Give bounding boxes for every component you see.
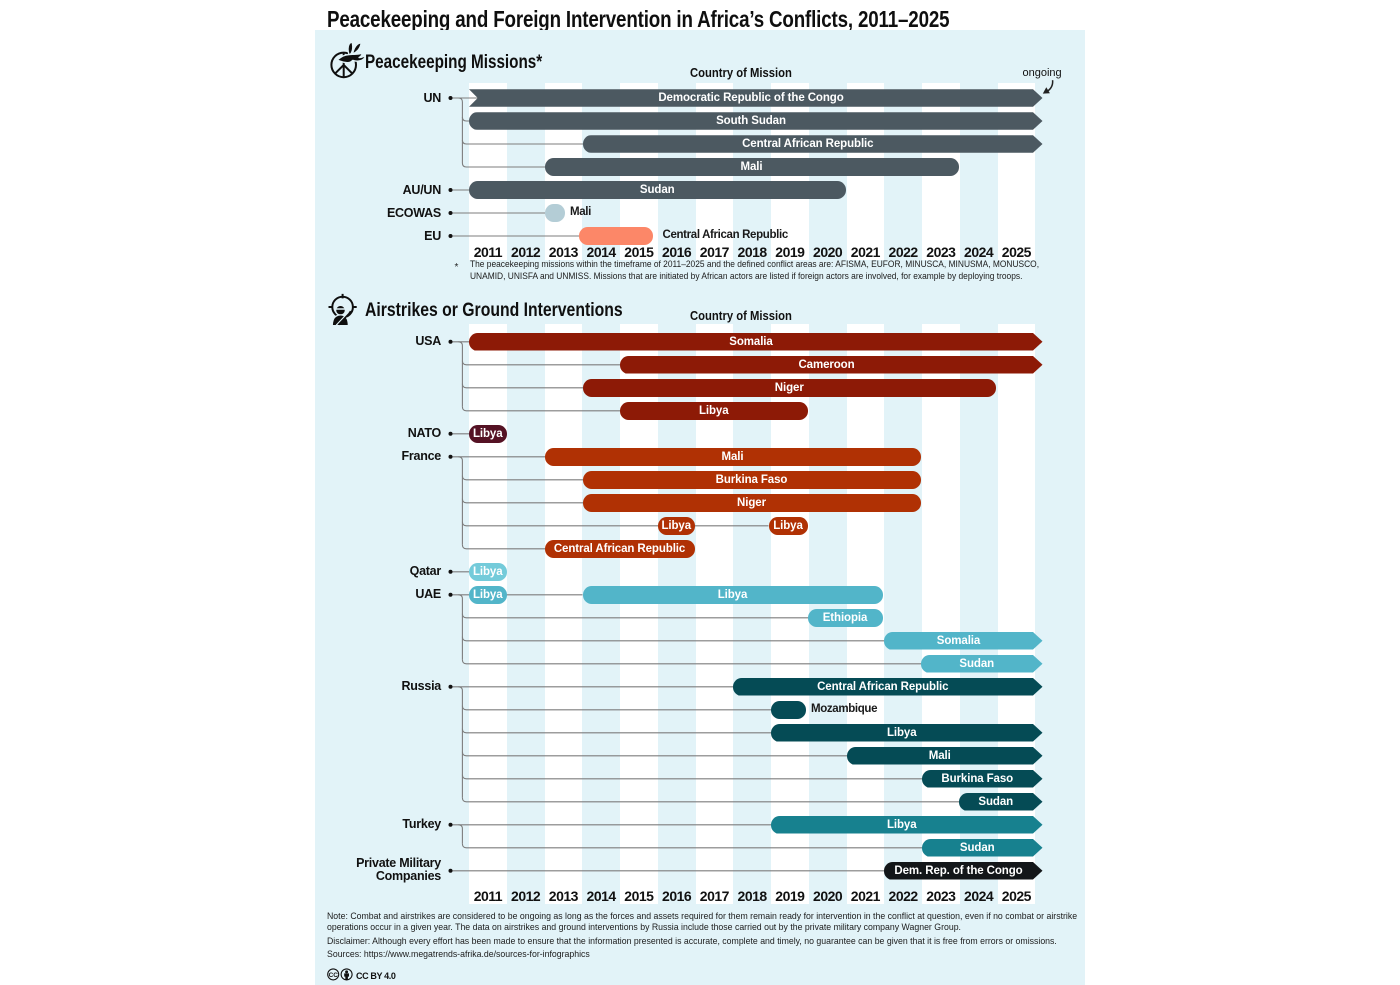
svg-text:CC: CC bbox=[328, 972, 338, 979]
